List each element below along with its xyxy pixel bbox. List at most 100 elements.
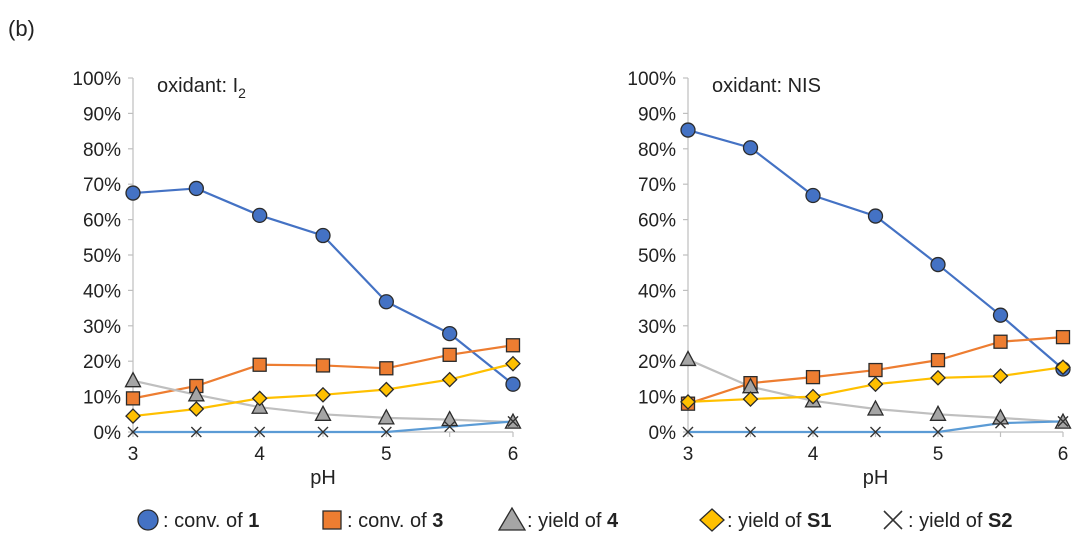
y-tick-label: 70% — [638, 175, 676, 196]
data-point-yieldS1 — [315, 386, 331, 403]
data-point-conv3 — [379, 361, 394, 376]
x-tick-label: 6 — [1058, 444, 1069, 465]
data-point-conv3 — [505, 338, 521, 353]
data-point-yieldS1 — [125, 408, 141, 424]
series-points-conv3 — [680, 329, 1071, 411]
x-axis-label: pH — [310, 467, 336, 489]
data-point-conv1 — [992, 307, 1009, 323]
y-tick-label: 60% — [83, 211, 121, 232]
data-point-conv1 — [378, 294, 394, 310]
data-point-yieldS1 — [867, 376, 884, 393]
data-point-conv1 — [315, 227, 331, 244]
data-point-yieldS1 — [378, 381, 395, 398]
data-point-yieldS1 — [188, 401, 205, 417]
data-point-yieldS2 — [932, 426, 944, 438]
data-point-yieldS2 — [995, 417, 1006, 429]
y-tick-label: 40% — [638, 281, 676, 302]
x-tick-label: 6 — [508, 444, 519, 465]
data-point-yield4 — [929, 404, 947, 421]
data-point-yieldS1 — [805, 388, 821, 405]
legend-entry-yieldS2: : yield of S2 — [883, 510, 1013, 532]
data-point-yieldS2 — [682, 426, 694, 438]
data-point-conv3 — [868, 362, 883, 378]
x-tick-label: 5 — [933, 444, 944, 465]
data-point-conv1 — [867, 208, 884, 224]
x-tick-label: 5 — [381, 444, 392, 465]
y-tick-label: 60% — [638, 211, 676, 232]
y-tick-label: 80% — [638, 140, 676, 161]
data-point-yieldS2 — [127, 426, 139, 438]
data-point-yieldS1 — [251, 390, 268, 407]
data-point-yield4 — [679, 350, 697, 367]
data-point-conv1 — [442, 325, 458, 342]
data-point-conv3 — [993, 334, 1008, 349]
y-tick-label: 50% — [638, 246, 676, 267]
x-axis-label: pH — [863, 467, 889, 489]
legend-label: : conv. of 3 — [347, 510, 443, 532]
data-point-conv1 — [742, 140, 759, 156]
y-tick-label: 30% — [638, 317, 676, 338]
data-point-yield4 — [187, 385, 205, 402]
x-tick-label: 3 — [128, 444, 139, 465]
data-point-yieldS2 — [745, 426, 756, 438]
series-points-yieldS1 — [680, 359, 1071, 410]
legend-marker-circle — [137, 509, 159, 531]
x-tick-label: 4 — [808, 444, 819, 465]
series-points-yieldS2 — [127, 415, 519, 438]
series-points-conv1 — [680, 122, 1071, 377]
legend-marker-diamond — [699, 508, 725, 532]
data-point-yieldS2 — [1057, 415, 1069, 427]
data-point-conv3 — [125, 391, 141, 406]
chart-oxidant-nis: 0% 10% 20% 30% 40% 50% 60% 70% 80% 90% 100% 3 4 5 6 pH o… — [627, 69, 1072, 489]
data-point-conv3 — [930, 352, 946, 368]
y-tick-label: 80% — [83, 140, 121, 161]
data-point-yieldS2 — [507, 415, 519, 427]
data-point-yield4 — [377, 408, 395, 425]
x-tick-label: 3 — [683, 444, 694, 465]
y-tick-label: 70% — [83, 175, 121, 196]
series-points-yieldS2 — [682, 415, 1069, 438]
data-point-yieldS1 — [441, 371, 458, 388]
legend-label: : yield of 4 — [527, 510, 619, 532]
data-point-yieldS2 — [254, 426, 266, 438]
y-tick-label: 0% — [94, 423, 122, 444]
data-point-yieldS1 — [1055, 359, 1071, 376]
data-point-conv3 — [442, 347, 457, 362]
y-tick-label: 50% — [83, 246, 121, 267]
y-tick-label: 90% — [638, 104, 676, 125]
panel-label: (b) — [8, 16, 35, 41]
data-point-yieldS2 — [444, 421, 456, 433]
legend-label: : yield of S1 — [727, 510, 832, 532]
data-point-conv1 — [505, 376, 521, 392]
series-line-conv1 — [687, 128, 1064, 370]
oxidant-annotation: oxidant: I2 — [157, 75, 246, 101]
data-point-yieldS1 — [742, 391, 759, 407]
data-point-yieldS1 — [992, 368, 1009, 384]
data-point-yieldS2 — [190, 426, 202, 438]
data-point-conv1 — [805, 187, 821, 204]
legend-marker-x — [883, 510, 903, 530]
chart-oxidant-i2: 0% 10% 20% 30% 40% 50% 60% 70% 80% 90% 100% 3 4 5 6 pH o… — [72, 69, 522, 489]
legend: : conv. of 1 : conv. of 3 : yield of 4 : yi… — [137, 506, 1013, 532]
y-tick-label: 20% — [83, 352, 121, 373]
data-point-yieldS2 — [380, 426, 392, 438]
y-tick-label: 100% — [72, 69, 121, 90]
y-tick-label: 10% — [638, 388, 676, 409]
data-point-conv1 — [188, 180, 204, 197]
data-point-conv3 — [252, 357, 267, 372]
y-tick-label: 40% — [83, 281, 121, 302]
legend-marker-triangle — [497, 506, 527, 531]
y-tick-label: 20% — [638, 352, 676, 373]
oxidant-annotation: oxidant: NIS — [712, 75, 821, 97]
legend-entry-yield4: : yield of 4 — [497, 506, 619, 532]
legend-entry-yieldS1: : yield of S1 — [699, 508, 832, 532]
data-point-conv3 — [805, 369, 821, 385]
legend-label: : conv. of 1 — [163, 510, 259, 532]
y-tick-label: 90% — [83, 104, 121, 125]
legend-entry-conv3: : conv. of 3 — [322, 510, 443, 532]
y-tick-label: 10% — [83, 388, 121, 409]
data-point-conv3 — [1055, 329, 1071, 345]
data-point-conv1 — [252, 207, 268, 224]
x-tick-label: 4 — [254, 444, 265, 465]
data-point-yieldS1 — [930, 369, 946, 386]
